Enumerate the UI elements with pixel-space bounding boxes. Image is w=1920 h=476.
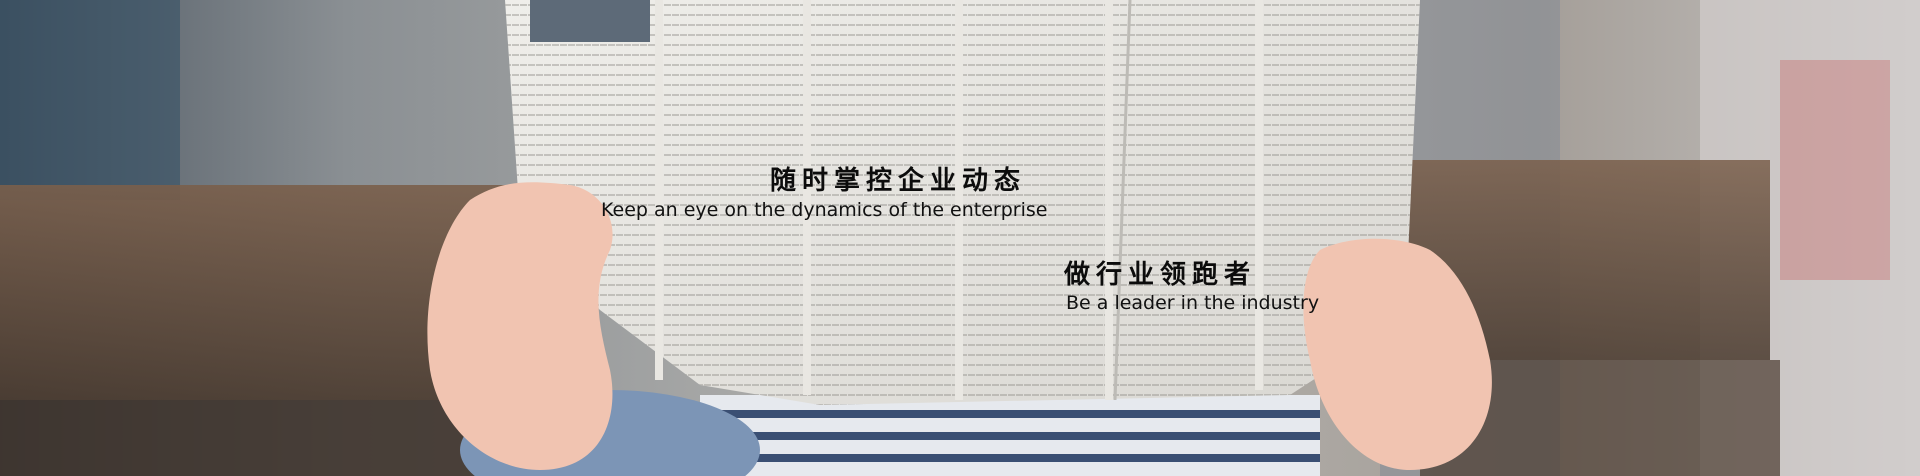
headline-secondary-en: Be a leader in the industry [1066, 292, 1320, 314]
headline-primary-cn: 随时掌控企业动态 [770, 166, 1027, 196]
headline-primary-en: Keep an eye on the dynamics of the enter… [601, 199, 1048, 221]
headline-secondary-cn: 做行业领跑者 [1064, 260, 1257, 290]
